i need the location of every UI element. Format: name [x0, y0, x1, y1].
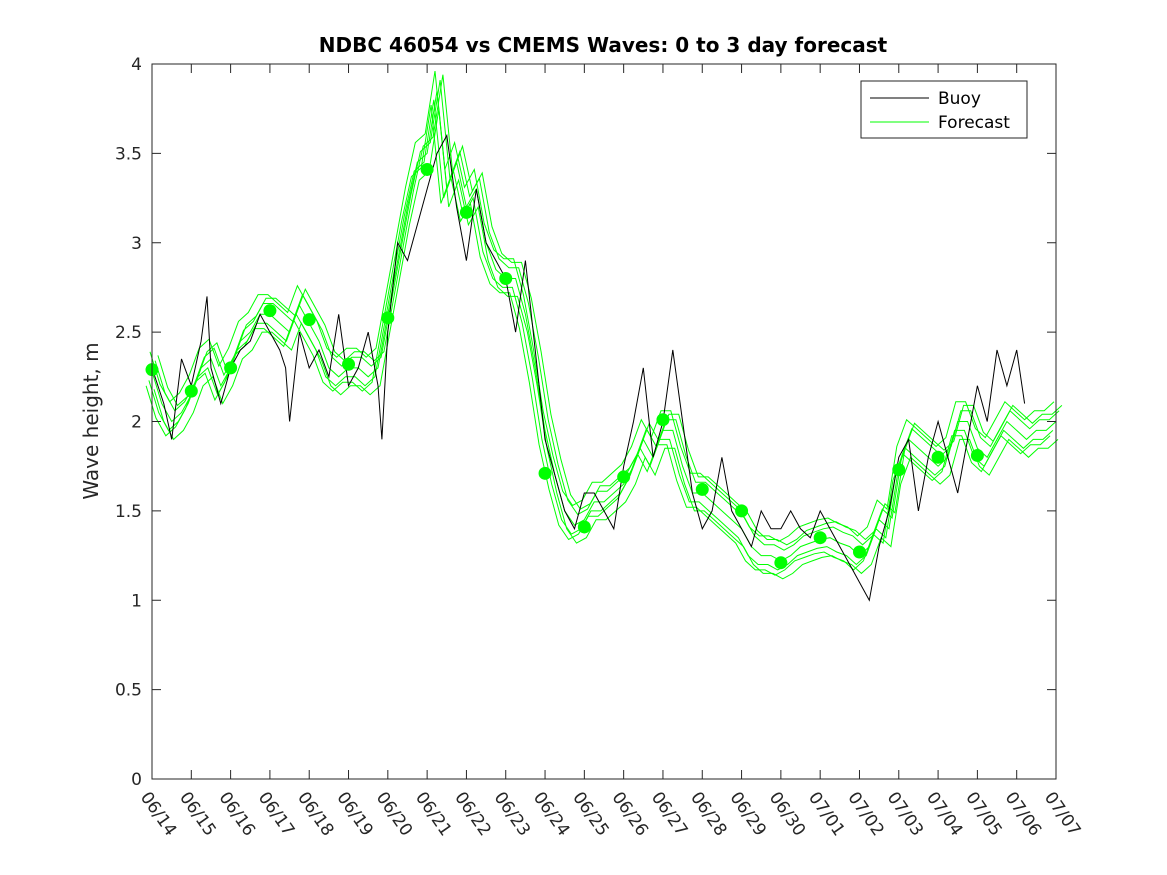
- forecast-marker: [813, 531, 827, 545]
- forecast-marker: [970, 448, 984, 462]
- plot-area: [145, 63, 1063, 780]
- forecast-marker: [852, 545, 866, 559]
- forecast-marker: [774, 556, 788, 570]
- forecast-marker: [342, 357, 356, 371]
- forecast-marker: [499, 272, 513, 285]
- forecast-line: [149, 71, 1055, 542]
- forecast-marker: [931, 450, 945, 464]
- forecast-line: [153, 108, 1059, 580]
- chart-title: NDBC 46054 vs CMEMS Waves: 0 to 3 day fo…: [319, 33, 888, 57]
- y-tick-label: 1.5: [115, 502, 142, 522]
- y-tick-label: 0: [131, 770, 142, 790]
- y-tick-label: 4: [131, 55, 142, 75]
- forecast-marker: [892, 463, 906, 477]
- y-tick-label: 0.5: [115, 681, 142, 701]
- y-axis-label: Wave height, m: [79, 342, 103, 499]
- buoy-line: [151, 133, 1026, 602]
- forecast-marker: [735, 504, 749, 518]
- forecast-marker: [695, 482, 709, 496]
- forecast-marker: [420, 162, 434, 176]
- legend-box: [860, 80, 1028, 139]
- forecast-line: [145, 105, 1051, 576]
- forecast-marker: [617, 470, 631, 484]
- y-tick-label: 2: [131, 413, 142, 433]
- forecast-marker: [184, 384, 198, 398]
- forecast-marker: [538, 466, 552, 480]
- forecast-marker: [224, 361, 238, 375]
- buoy-series-line: [151, 133, 1026, 602]
- forecast-marker: [577, 520, 591, 534]
- legend-forecast-label: Forecast: [938, 113, 1010, 133]
- forecast-lines: [145, 71, 1063, 580]
- legend: Buoy Forecast: [860, 80, 1028, 139]
- forecast-marker: [656, 413, 670, 427]
- y-tick-label: 3: [131, 234, 142, 254]
- axes-background: [152, 64, 1056, 779]
- forecast-line: [157, 74, 1063, 546]
- forecast-marker: [381, 311, 395, 325]
- y-tick-label: 2.5: [115, 323, 142, 343]
- legend-buoy-label: Buoy: [938, 89, 981, 109]
- forecast-line: [148, 99, 1054, 571]
- forecast-marker: [459, 205, 473, 219]
- y-axis: 0 0.5 1 1.5 2 2.5 3 3.5 4: [115, 55, 1056, 790]
- y-tick-label: 1: [131, 591, 142, 611]
- forecast-marker: [263, 304, 277, 318]
- forecast-marker: [302, 313, 316, 327]
- y-tick-label: 3.5: [115, 144, 142, 164]
